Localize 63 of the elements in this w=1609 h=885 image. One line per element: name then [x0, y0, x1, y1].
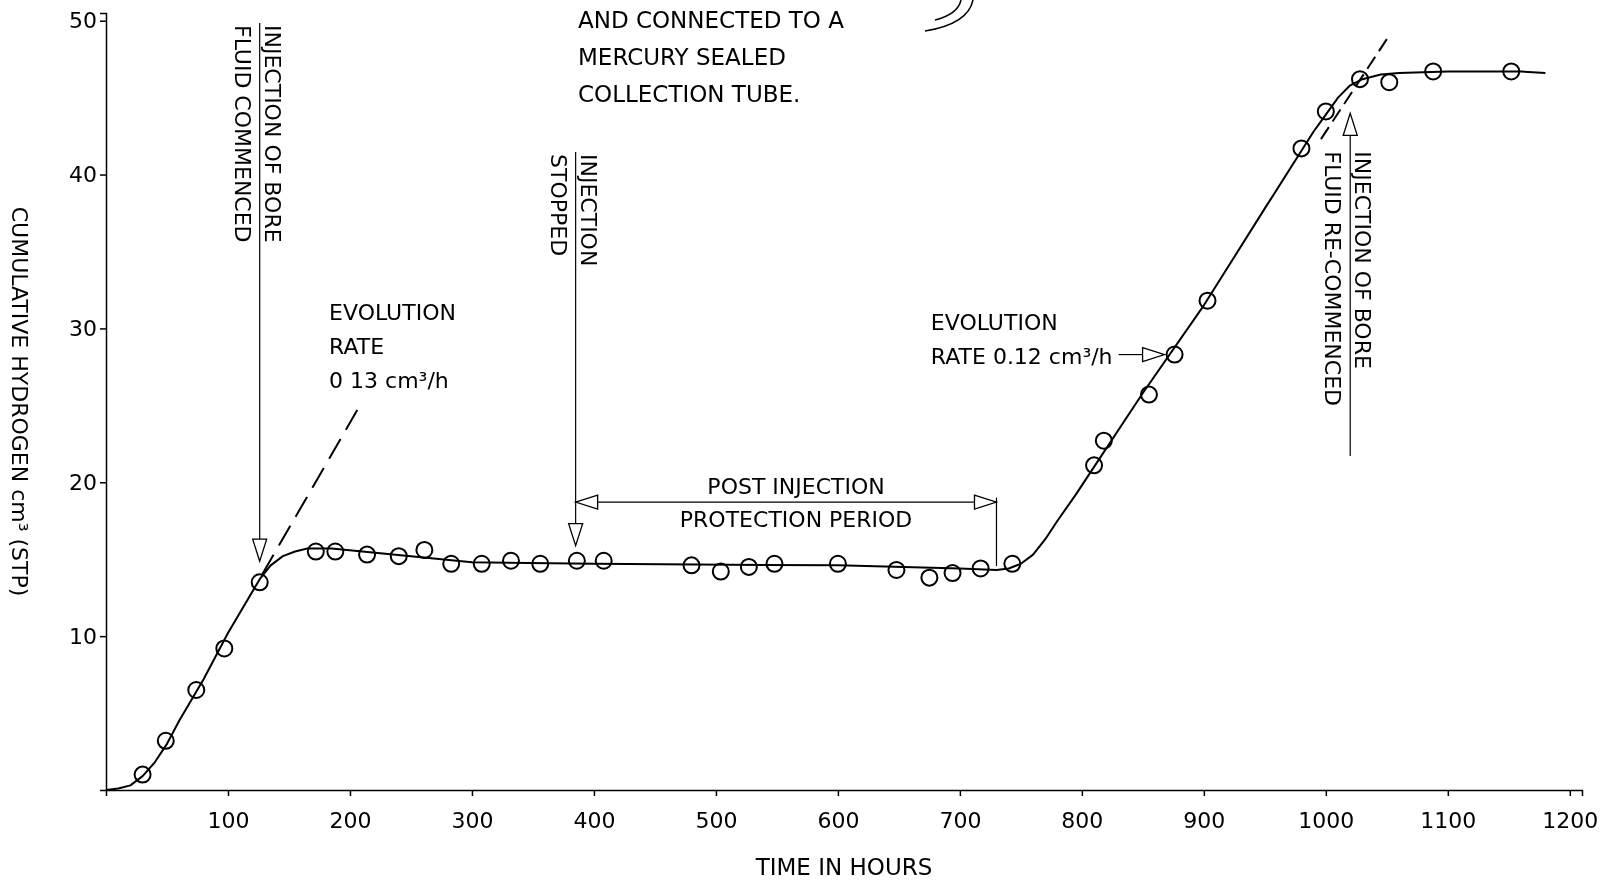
y-tick-label: 10	[69, 623, 97, 649]
point	[1198, 291, 1217, 310]
y-tick-label: 30	[69, 315, 97, 341]
point	[887, 560, 906, 579]
point	[156, 731, 175, 750]
point	[567, 551, 586, 570]
point	[358, 545, 377, 564]
point	[943, 564, 962, 583]
annotation: EVOLUTION RATE 0 13 cm³/h	[329, 299, 456, 393]
y-axis-title: CUMULATIVE HYDROGEN cm³ (STP)	[7, 206, 32, 597]
x-axis-title: TIME IN HOURS	[754, 854, 933, 880]
x-tick-label: 1100	[1420, 807, 1477, 833]
ref-line-label: INJECTION OF BORE FLUID RE-COMMENCED	[1320, 151, 1376, 406]
x-tick-label: 500	[695, 807, 738, 833]
x-tick-label: 100	[207, 807, 250, 833]
point	[739, 557, 758, 576]
point	[472, 554, 491, 573]
y-tick-label: 50	[69, 8, 97, 34]
point	[306, 542, 325, 561]
point	[765, 554, 784, 573]
point	[215, 639, 234, 658]
point	[415, 540, 434, 559]
point	[389, 547, 408, 566]
point	[501, 551, 520, 570]
point	[326, 542, 345, 561]
ref-line-label: INJECTION STOPPED	[545, 154, 601, 267]
point	[442, 554, 461, 573]
point	[1316, 102, 1335, 121]
point	[250, 573, 269, 592]
annotation: AND CONNECTED TO A MERCURY SEALED COLLECTION TUBE.	[578, 7, 845, 107]
point	[1424, 62, 1443, 81]
point	[1165, 345, 1184, 364]
point	[1003, 554, 1022, 573]
x-tick-label: 800	[1061, 807, 1104, 833]
point	[187, 680, 206, 699]
point	[531, 554, 550, 573]
x-tick-label: 200	[329, 807, 372, 833]
point	[1502, 62, 1521, 81]
point	[920, 568, 939, 587]
x-tick-label: 1000	[1298, 807, 1355, 833]
point	[971, 559, 990, 578]
x-tick-label: 300	[451, 807, 494, 833]
point	[594, 551, 613, 570]
x-tick-label: 600	[817, 807, 860, 833]
point	[1139, 385, 1158, 404]
point	[711, 562, 730, 581]
point	[1350, 70, 1369, 89]
point	[828, 554, 847, 573]
annotation: POST INJECTION PROTECTION PERIOD	[679, 474, 913, 533]
point	[1292, 139, 1311, 158]
x-tick-label: 400	[573, 807, 616, 833]
x-tick-label: 1200	[1542, 807, 1599, 833]
point	[682, 556, 701, 575]
point	[1094, 431, 1113, 450]
point	[1085, 456, 1104, 475]
x-tick-label: 900	[1183, 807, 1226, 833]
point	[133, 765, 152, 784]
y-tick-label: 20	[69, 469, 97, 495]
x-tick-label: 700	[939, 807, 982, 833]
ref-line-label: INJECTION OF BORE FLUID COMMENCED	[229, 25, 285, 243]
annotation: EVOLUTION RATE 0.12 cm³/h	[930, 309, 1113, 369]
y-tick-label: 40	[69, 162, 97, 188]
point	[1380, 73, 1399, 92]
